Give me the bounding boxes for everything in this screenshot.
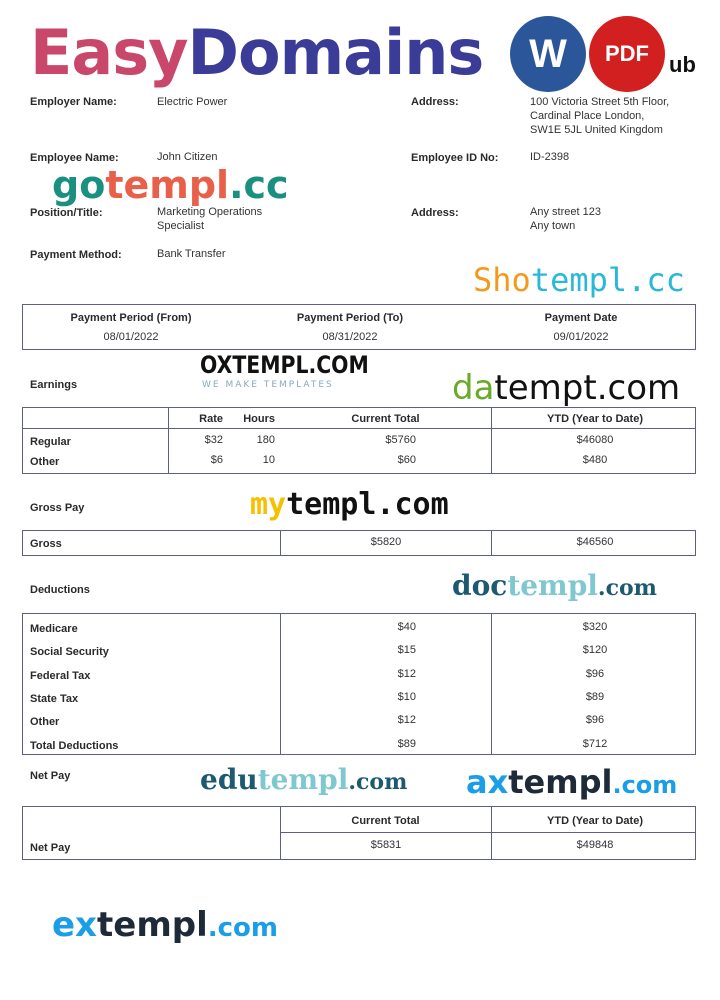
deduction-label: Federal Tax — [30, 669, 91, 682]
deduction-ytd: $89 — [585, 690, 605, 703]
net-pay-table: Current Total YTD (Year to Date) Net Pay… — [22, 806, 696, 860]
gross-pay-title: Gross Pay — [30, 502, 85, 514]
gross-ytd: $46560 — [576, 536, 614, 548]
deduction-current: $12 — [397, 714, 416, 727]
company-logo: EasyDomains — [30, 16, 484, 89]
employer-name: Electric Power — [157, 96, 228, 108]
deduction-ytd: $320 — [582, 621, 608, 633]
deduction-ytd: $120 — [582, 644, 608, 657]
net-ytd: $49848 — [576, 839, 614, 851]
deduction-current: $12 — [397, 667, 416, 680]
deduction-current: $10 — [397, 690, 416, 703]
employee-address-label: Address: — [411, 207, 459, 219]
payment-period-box: Payment Period (From) 08/01/2022 Payment… — [22, 304, 696, 350]
net-current-header: Current Total — [351, 815, 420, 827]
deductions-title: Deductions — [30, 584, 90, 596]
employee-id: ID-2398 — [530, 151, 570, 163]
employer-name-label: Employer Name: — [30, 96, 117, 108]
employee-id-label: Employee ID No: — [411, 152, 499, 164]
pdf-icon: PDF — [589, 16, 665, 92]
deduction-ytd: $96 — [585, 714, 605, 727]
employee-address: Any street 123 Any town — [530, 206, 601, 232]
payment-method: Bank Transfer — [157, 248, 226, 260]
watermark-oxtempl: OXTEMPL.COM — [200, 351, 369, 379]
period-from-label: Payment Period (From) — [70, 312, 192, 324]
ytd-header: YTD (Year to Date) — [547, 413, 643, 425]
deduction-label: Other — [30, 716, 60, 729]
gross-pay-table: Gross $5820 $46560 — [22, 530, 696, 556]
employee-name: John Citizen — [157, 151, 218, 163]
watermark-extempl: extempl.com — [52, 905, 278, 945]
watermark-mytempl: mytempl.com — [250, 487, 449, 522]
deduction-ytd: $712 — [582, 737, 608, 750]
employer-address-label: Address: — [411, 96, 459, 108]
employer-address: 100 Victoria Street 5th Floor, Cardinal … — [530, 96, 670, 136]
watermark-doctempl: doctempl.com — [452, 569, 657, 602]
net-ytd-header: YTD (Year to Date) — [547, 815, 643, 827]
payment-date-label: Payment Date — [544, 312, 618, 324]
payment-method-label: Payment Method: — [30, 249, 122, 261]
earnings-table: Rate Hours Current Total YTD (Year to Da… — [22, 407, 696, 474]
position-label: Position/Title: — [30, 207, 103, 219]
word-icon: W — [510, 16, 586, 92]
deduction-current: $89 — [397, 737, 416, 750]
deduction-ytd: $96 — [585, 667, 605, 680]
watermark-edutempl: edutempl.com — [200, 763, 408, 796]
gross-current: $5820 — [370, 536, 402, 548]
position: Marketing Operations Specialist — [157, 206, 263, 232]
net-current: $5831 — [370, 839, 402, 851]
payment-date: 09/01/2022 — [553, 331, 609, 343]
watermark-shotempl: Shotempl.cc — [473, 261, 685, 299]
net-pay-label: Net Pay — [30, 842, 71, 854]
deduction-label: Social Security — [30, 646, 109, 659]
employee-name-label: Employee Name: — [30, 152, 119, 164]
net-pay-title: Net Pay — [30, 770, 71, 782]
deduction-label: Medicare — [30, 623, 78, 635]
watermark-gotempl: gotempl.cc — [52, 163, 289, 207]
deduction-label: State Tax — [30, 692, 79, 705]
period-to-label: Payment Period (To) — [296, 312, 404, 324]
current-total-header: Current Total — [351, 413, 420, 425]
watermark-oxtempl-tagline: WE MAKE TEMPLATES — [202, 380, 334, 390]
earnings-title: Earnings — [30, 379, 78, 391]
deduction-label: Total Deductions — [30, 739, 119, 752]
deductions-table: Medicare $40 $320 Social Security $15 $120 Fed… — [22, 613, 696, 755]
period-from: 08/01/2022 — [103, 331, 159, 343]
gross-label: Gross — [30, 538, 62, 550]
rate-header: Rate — [199, 413, 223, 425]
watermark-axtempl: axtempl.com — [466, 763, 678, 801]
document-title: ub — [669, 52, 696, 77]
deduction-current: $40 — [397, 621, 416, 633]
watermark-datempl: datempt.com — [452, 368, 681, 408]
period-to: 08/31/2022 — [322, 331, 378, 343]
hours-header: Hours — [243, 413, 275, 425]
deduction-current: $15 — [397, 644, 416, 657]
